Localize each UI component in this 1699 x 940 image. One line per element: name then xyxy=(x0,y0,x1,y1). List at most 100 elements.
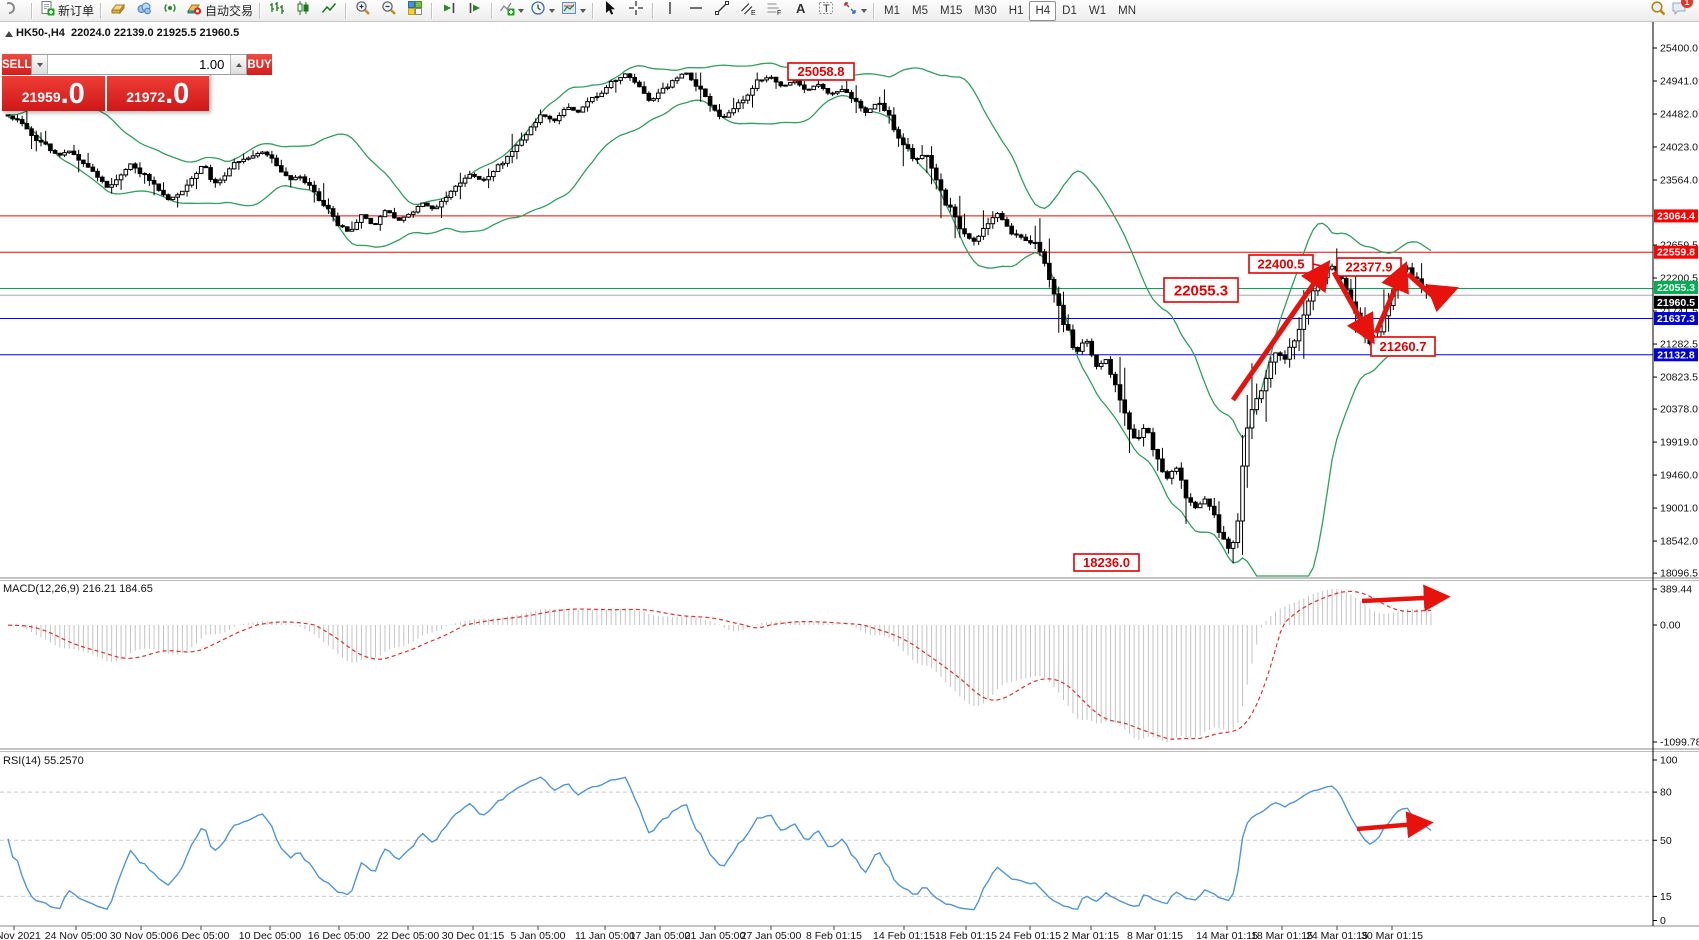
label-button[interactable]: T xyxy=(813,0,839,22)
periods-button[interactable] xyxy=(527,0,558,22)
horizontal-line-button[interactable] xyxy=(683,0,709,22)
svg-text:27 Jan 05:00: 27 Jan 05:00 xyxy=(741,930,802,940)
shift-end-icon xyxy=(441,0,457,21)
chart-plot-area[interactable] xyxy=(0,22,1653,926)
indicators-button[interactable] xyxy=(496,0,527,22)
cursor-button[interactable] xyxy=(597,0,623,22)
svg-text:0: 0 xyxy=(1660,915,1666,927)
bar-chart-button[interactable] xyxy=(264,0,290,22)
vertical-line-button[interactable] xyxy=(657,0,683,22)
svg-text:20378.0: 20378.0 xyxy=(1660,404,1698,416)
autotrade-button[interactable]: 自动交易 xyxy=(183,0,256,22)
trendline-button[interactable] xyxy=(709,0,735,22)
timeframe-m5-button[interactable]: M5 xyxy=(912,4,928,17)
line-chart-button[interactable] xyxy=(316,0,342,22)
timeframe-h1-button[interactable]: H1 xyxy=(1008,4,1024,17)
price-axis-strip xyxy=(1653,22,1699,940)
fibonacci-button[interactable]: F xyxy=(761,0,787,22)
svg-text:30 Dec 01:15: 30 Dec 01:15 xyxy=(442,930,505,940)
svg-text:19919.0: 19919.0 xyxy=(1660,437,1698,449)
market-watch-icon[interactable] xyxy=(105,0,131,22)
trend-arrow-3[interactable] xyxy=(1373,261,1409,334)
svg-text:21 Jan 05:00: 21 Jan 05:00 xyxy=(685,930,746,940)
timeframe-group: M1 M5 M15 M30 H1 H4 D1 W1 MN xyxy=(878,0,1142,21)
volume-increase-button[interactable] xyxy=(230,55,247,74)
autotrade-icon xyxy=(186,0,202,21)
edge-partial-icon-icon xyxy=(3,0,23,21)
buy-price-display[interactable]: 21972.0 xyxy=(106,76,209,111)
volume-input[interactable] xyxy=(48,55,231,74)
crosshair-button[interactable] xyxy=(623,0,649,22)
sell-button[interactable]: SELL xyxy=(2,54,32,75)
zoom-out-button[interactable] xyxy=(376,0,402,22)
price-annotation-25058.8[interactable]: 25058.8 xyxy=(787,62,855,81)
shift-end-button[interactable] xyxy=(436,0,462,22)
auto-scroll-button[interactable] xyxy=(462,0,488,22)
svg-text:2 Mar 01:15: 2 Mar 01:15 xyxy=(1063,930,1119,940)
news-icon[interactable] xyxy=(157,0,183,22)
svg-text:21960.5: 21960.5 xyxy=(1657,297,1695,309)
channel-button[interactable]: E xyxy=(735,0,761,22)
chat-button[interactable]: 1 xyxy=(1671,0,1693,21)
svg-text:-1099.78: -1099.78 xyxy=(1660,737,1699,749)
timeframe-w1-button[interactable]: W1 xyxy=(1088,4,1107,17)
new-order-button[interactable]: 新订单 xyxy=(36,0,97,22)
symbol-header: HK50-,H4 22024.0 22139.0 21925.5 21960.5 xyxy=(16,27,240,39)
channel-icon: E xyxy=(740,0,756,21)
axis-price-tag-23064.4: 23064.4 xyxy=(1654,209,1698,223)
price-annotation-22400.5[interactable]: 22400.5 xyxy=(1248,254,1314,274)
timeframe-d1-button[interactable]: D1 xyxy=(1062,4,1077,17)
svg-text:21132.8: 21132.8 xyxy=(1657,349,1695,361)
trend-arrow-4[interactable] xyxy=(1406,272,1459,313)
tile-windows-button[interactable] xyxy=(402,0,428,22)
profiles-icon-icon xyxy=(136,0,152,21)
trend-arrow-2[interactable] xyxy=(1331,270,1375,345)
svg-text:30 Nov 05:00: 30 Nov 05:00 xyxy=(110,930,173,940)
search-button[interactable] xyxy=(1645,0,1671,22)
timeframe-m30-button[interactable]: M30 xyxy=(974,4,997,17)
timeframe-m15-button[interactable]: M15 xyxy=(940,4,963,17)
price-annotation-22055.3[interactable]: 22055.3 xyxy=(1163,277,1239,303)
svg-text:22055.3: 22055.3 xyxy=(1657,282,1695,294)
price-annotation-18236.0[interactable]: 18236.0 xyxy=(1073,553,1140,572)
profiles-icon[interactable] xyxy=(131,0,157,22)
bollinger-upper-band xyxy=(7,62,1432,440)
price-annotation-22377.9[interactable]: 22377.9 xyxy=(1336,257,1402,277)
zoom-in-button[interactable] xyxy=(350,0,376,22)
trend-arrow-1[interactable] xyxy=(1230,259,1331,402)
candle-chart-icon xyxy=(295,0,311,21)
panel-frame xyxy=(0,22,1699,927)
arrows-button[interactable] xyxy=(839,0,870,22)
svg-text:50: 50 xyxy=(1660,835,1672,847)
trend-arrow-6[interactable] xyxy=(1356,811,1434,839)
edge-partial-icon xyxy=(2,0,28,22)
rsi-axis: 100 80 50 15 0 xyxy=(1653,755,1678,927)
text-button[interactable]: A xyxy=(787,0,813,22)
svg-text:24023.0: 24023.0 xyxy=(1660,142,1698,154)
volume-decrease-button[interactable] xyxy=(32,55,49,74)
trend-arrow-5[interactable] xyxy=(1361,584,1451,612)
dropdown-arrow-icon xyxy=(861,8,868,13)
toolbar-separator xyxy=(100,2,103,19)
sell-price-display[interactable]: 21959.0 xyxy=(2,76,105,111)
candles xyxy=(5,72,1434,564)
dropdown-arrow-icon xyxy=(549,8,556,13)
price-annotation-21260.7[interactable]: 21260.7 xyxy=(1370,336,1436,357)
arrows-icon xyxy=(842,0,858,21)
timeframe-m1-button[interactable]: M1 xyxy=(884,4,901,17)
svg-text:389.44: 389.44 xyxy=(1660,584,1692,596)
timeframe-h4-button[interactable]: H4 xyxy=(1029,0,1057,21)
rsi-indicator xyxy=(0,776,1653,911)
svg-text:24 Nov 05:00: 24 Nov 05:00 xyxy=(45,930,108,940)
svg-text:23064.4: 23064.4 xyxy=(1657,210,1695,222)
timeframe-mn-button[interactable]: MN xyxy=(1118,4,1136,17)
rsi-line xyxy=(7,776,1432,911)
svg-text:21260.7: 21260.7 xyxy=(1380,339,1427,354)
buy-button[interactable]: BUY xyxy=(247,54,272,75)
svg-text:24482.0: 24482.0 xyxy=(1660,109,1698,121)
auto-scroll-icon xyxy=(467,0,483,21)
candle-chart-button[interactable] xyxy=(290,0,316,22)
templates-button[interactable] xyxy=(558,0,589,22)
svg-text:22377.9: 22377.9 xyxy=(1346,260,1393,275)
